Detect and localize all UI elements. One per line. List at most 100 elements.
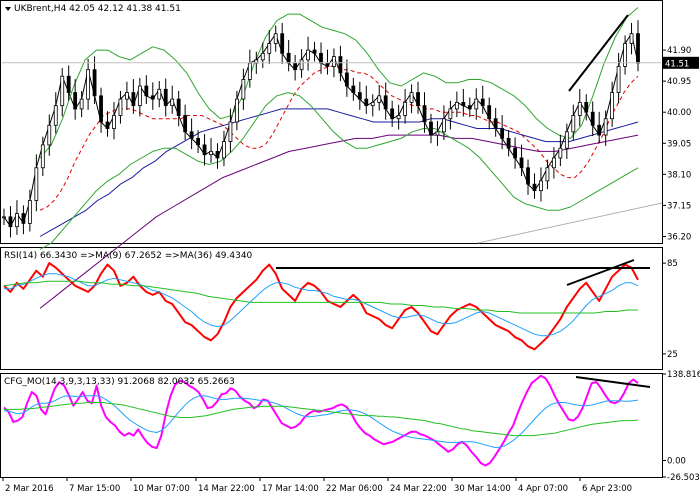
y-tick-label: 85 [667, 259, 678, 269]
candle-body [222, 141, 226, 159]
candle-body [590, 111, 595, 126]
y-tick-label: 37.15 [667, 201, 691, 211]
candle-body [403, 101, 408, 116]
cfg-divergence-line [575, 376, 651, 388]
candle-body [558, 147, 563, 159]
candle-body [8, 216, 13, 228]
price-header-text: UKBrent,H4 42.05 42.12 41.38 41.51 [14, 4, 181, 14]
candle-body [215, 151, 220, 159]
candle-body [157, 88, 162, 100]
candle-body [118, 98, 123, 116]
x-tick-label: 17 Mar 14:00 [262, 484, 319, 494]
x-tick-label: 22 Mar 06:00 [326, 484, 383, 494]
dropdown-triangle-icon[interactable] [5, 7, 11, 11]
candle-body [448, 108, 453, 120]
candle-body [247, 62, 252, 80]
candle-body [293, 62, 298, 71]
candle-body [461, 101, 466, 107]
y-tick-label: 0.00 [667, 456, 686, 466]
candle-body [551, 157, 556, 169]
candle-body [545, 167, 550, 182]
candle-body [2, 216, 6, 219]
candle-body [299, 59, 304, 71]
candle-body [338, 56, 343, 74]
price-label-text: 41.51 [665, 59, 689, 69]
series-line-1-2 [3, 280, 638, 314]
price-label-box [663, 56, 699, 69]
candle-body [577, 101, 582, 116]
x-axis: 2 Mar 2016 7 Mar 15:00 10 Mar 07:00 14 Mar … [2, 477, 632, 494]
price-header: UKBrent,H4 42.05 42.12 41.38 41.51 [5, 4, 181, 14]
candle-body [79, 98, 84, 110]
candle-body [435, 131, 440, 136]
series-line-2-2 [4, 402, 639, 437]
y-tick-label: 39.05 [667, 139, 691, 149]
candle-body [442, 118, 446, 133]
y-tick-label: 40.00 [667, 108, 691, 118]
candle-body [137, 85, 142, 107]
rsi-header-text: RSI(14) 66.3430 =>MA(9) 67.2652 =>MA(36)… [4, 251, 253, 261]
rsi-divergence-line [566, 259, 635, 286]
candle-body [73, 92, 78, 110]
candle-body [286, 52, 291, 64]
candle-body [539, 180, 543, 192]
candle-body [474, 98, 479, 110]
candle-body [99, 95, 103, 123]
candle-body [47, 124, 52, 146]
candle-body [15, 213, 19, 228]
candle-body [409, 92, 414, 103]
candle-body [234, 98, 239, 123]
y-tick-label: 25 [667, 350, 678, 360]
candle-body [603, 118, 608, 136]
series-line-2-1 [3, 395, 639, 448]
x-tick-label: 14 Mar 22:00 [198, 484, 255, 494]
x-tick-label: 7 Mar 15:00 [69, 484, 120, 494]
candle-body [260, 52, 265, 61]
candle-body [390, 108, 395, 120]
candle-body [377, 95, 382, 103]
candle-body [112, 115, 116, 129]
candle-body [513, 147, 517, 159]
candle-body [519, 157, 524, 169]
candle-body [53, 105, 58, 126]
candle-body [202, 144, 207, 156]
candle-body [396, 115, 401, 120]
candle-body [176, 98, 181, 116]
candle-body [370, 101, 375, 107]
candle-body [228, 121, 233, 143]
candle-body [163, 88, 168, 107]
candle-body [21, 213, 26, 224]
candlesticks [2, 20, 640, 238]
candle-body [636, 33, 640, 64]
candle-body [267, 43, 272, 54]
series-line-2-0 [3, 374, 639, 467]
candle-body [196, 137, 200, 146]
y-tick-label: 38.10 [667, 170, 691, 180]
candle-body [319, 52, 323, 64]
cfg-plot [3, 374, 651, 467]
candle-body [150, 95, 155, 100]
x-tick-label: 4 Apr 07:00 [518, 484, 568, 494]
candle-body [209, 151, 213, 156]
candle-body [422, 105, 427, 123]
x-tick-label: 24 Mar 22:00 [390, 484, 447, 494]
candle-body [189, 131, 194, 139]
candle-body [86, 69, 91, 100]
candle-body [66, 75, 71, 93]
candle-body [60, 75, 65, 107]
candle-body [493, 118, 498, 129]
candle-body [500, 128, 505, 139]
series-line-0-2 [39, 108, 639, 237]
candle-body [364, 98, 369, 107]
x-tick-label: 10 Mar 07:00 [133, 484, 190, 494]
candle-body [351, 85, 356, 93]
candle-body [629, 33, 634, 44]
candle-body [357, 92, 362, 100]
y-tick-label: 40.95 [667, 77, 691, 87]
candle-body [131, 92, 136, 107]
y-tick-label: -26.5034 [667, 473, 700, 483]
candle-body [454, 101, 459, 110]
candle-body [105, 121, 110, 129]
price-plot: 41.51 [2, 7, 699, 309]
